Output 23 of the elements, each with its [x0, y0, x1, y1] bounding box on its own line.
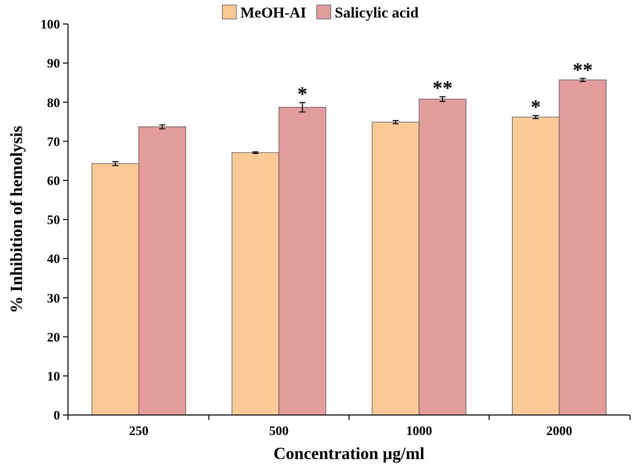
annotation: **: [432, 78, 453, 100]
x-axis-title: Concentration µg/ml: [274, 444, 425, 463]
y-tick-label: 20: [47, 329, 60, 344]
y-tick-label: 90: [47, 56, 60, 71]
y-axis-title: % Inhibition of hemolysis: [7, 125, 26, 314]
y-tick-label: 30: [47, 290, 60, 306]
x-tick-label: 250: [129, 423, 149, 438]
annotation: *: [530, 96, 541, 118]
y-tick-label: 70: [47, 134, 60, 149]
x-tick-label: 1000: [406, 423, 432, 438]
annotation: **: [572, 59, 593, 82]
y-tick-label: 50: [47, 212, 60, 228]
y-tick-label: 40: [47, 251, 60, 266]
y-tick-label: 100: [40, 16, 60, 32]
x-tick-label: 500: [269, 423, 289, 438]
legend-label: Salicylic acid: [334, 5, 420, 22]
y-tick-label: 0: [54, 408, 60, 423]
legend-label: MeOH-AI: [240, 5, 306, 22]
x-tick-label: 2000: [546, 423, 572, 438]
annotation: *: [297, 84, 308, 106]
y-tick-label: 60: [47, 172, 60, 188]
y-tick-label: 10: [47, 368, 60, 384]
y-tick-label: 80: [47, 94, 60, 110]
